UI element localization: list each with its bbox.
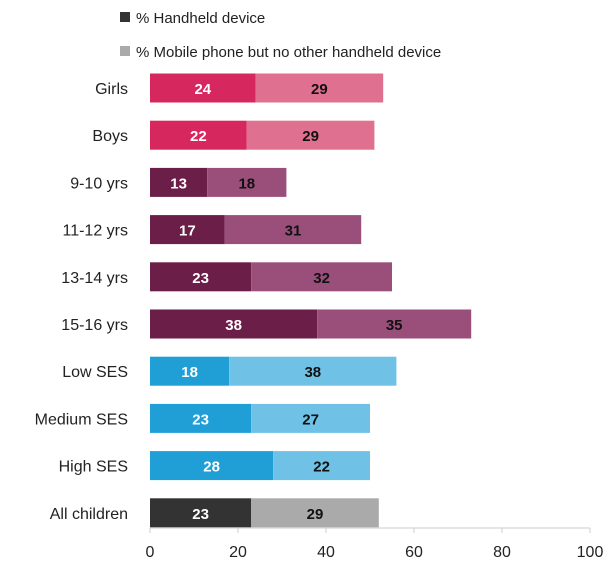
legend-label-handheld: % Handheld device	[136, 10, 265, 27]
bar-mobile-phone-only-high-ses	[273, 451, 370, 481]
data-label-handheld-11-12-yrs: 17	[179, 223, 196, 240]
bar-handheld-high-ses	[150, 451, 274, 481]
x-tick-label-100: 100	[577, 544, 604, 561]
data-label-handheld-medium-ses: 23	[192, 411, 209, 428]
data-label-handheld-9-10-yrs: 13	[170, 175, 187, 192]
bar-handheld-15-16-yrs	[150, 309, 318, 339]
category-label-low-ses: Low SES	[62, 364, 128, 381]
data-label-mobile-phone-only-15-16-yrs: 35	[386, 317, 403, 334]
data-label-handheld-15-16-yrs: 38	[225, 317, 242, 334]
bar-mobile-phone-only-girls	[255, 73, 384, 103]
bar-mobile-phone-only-all-children	[251, 498, 379, 528]
bar-mobile-phone-only-boys	[246, 120, 375, 150]
category-label-9-10-yrs: 9-10 yrs	[70, 175, 128, 192]
data-label-mobile-phone-only-all-children: 29	[307, 506, 324, 523]
category-label-boys: Boys	[92, 128, 128, 145]
x-tick-label-20: 20	[229, 544, 247, 561]
bar-mobile-phone-only-low-ses	[229, 356, 397, 386]
legend-label-mobile-phone-only: % Mobile phone but no other handheld dev…	[136, 44, 441, 61]
x-tick-label-60: 60	[405, 544, 423, 561]
data-label-mobile-phone-only-11-12-yrs: 31	[285, 223, 302, 240]
legend: % Handheld device % Mobile phone but no …	[120, 10, 441, 61]
bar-mobile-phone-only-15-16-yrs	[317, 309, 472, 339]
bar-mobile-phone-only-9-10-yrs	[207, 167, 287, 197]
bar-mobile-phone-only-13-14-yrs	[251, 262, 392, 292]
plot-area: Girls 24 29 Boys 22 29 9-10 yrs 13 18 11-12 yrs 17…	[35, 73, 472, 528]
bar-handheld-boys	[150, 120, 247, 150]
data-label-handheld-all-children: 23	[192, 506, 209, 523]
bar-handheld-girls	[150, 73, 256, 103]
data-label-mobile-phone-only-9-10-yrs: 18	[238, 175, 255, 192]
bar-mobile-phone-only-11-12-yrs	[224, 215, 362, 245]
category-label-15-16-yrs: 15-16 yrs	[61, 317, 128, 334]
category-label-all-children: All children	[50, 506, 128, 523]
category-label-11-12-yrs: 11-12 yrs	[62, 223, 128, 240]
bar-handheld-9-10-yrs	[150, 167, 208, 197]
data-label-handheld-high-ses: 28	[203, 459, 220, 476]
category-label-high-ses: High SES	[59, 459, 128, 476]
category-label-medium-ses: Medium SES	[35, 411, 128, 428]
data-label-mobile-phone-only-girls: 29	[311, 81, 328, 98]
bar-handheld-all-children	[150, 498, 252, 528]
data-label-mobile-phone-only-medium-ses: 27	[302, 411, 319, 428]
x-tick-label-80: 80	[493, 544, 511, 561]
bar-handheld-13-14-yrs	[150, 262, 252, 292]
bar-handheld-medium-ses	[150, 403, 252, 433]
data-label-handheld-girls: 24	[194, 81, 211, 98]
x-tick-label-0: 0	[146, 544, 155, 561]
data-label-handheld-13-14-yrs: 23	[192, 270, 209, 287]
data-label-mobile-phone-only-high-ses: 22	[313, 459, 330, 476]
bar-handheld-11-12-yrs	[150, 215, 225, 245]
data-label-handheld-boys: 22	[190, 128, 207, 145]
legend-swatch-handheld	[120, 12, 130, 22]
category-label-13-14-yrs: 13-14 yrs	[61, 270, 128, 287]
bar-mobile-phone-only-medium-ses	[251, 403, 370, 433]
bar-handheld-low-ses	[150, 356, 230, 386]
data-label-mobile-phone-only-13-14-yrs: 32	[313, 270, 330, 287]
category-label-girls: Girls	[95, 81, 128, 98]
data-label-handheld-low-ses: 18	[181, 364, 198, 381]
x-axis: 0 20 40 60 80 100	[146, 528, 604, 561]
legend-swatch-mobile-phone-only	[120, 46, 130, 56]
data-label-mobile-phone-only-low-ses: 38	[304, 364, 321, 381]
data-label-mobile-phone-only-boys: 29	[302, 128, 319, 145]
x-tick-label-40: 40	[317, 544, 335, 561]
